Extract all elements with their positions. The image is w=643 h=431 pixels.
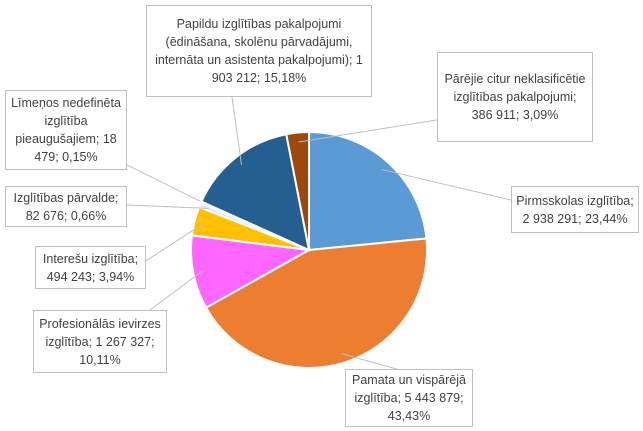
data-label-limenos: Līmeņos nedefinēta izglītība pieaugušaji… <box>5 90 127 170</box>
pie-slice-profesionalas <box>190 234 313 310</box>
leader-line-profesionalas <box>149 270 203 311</box>
leader-line-pirmsskolas <box>381 169 512 201</box>
data-label-pamata: Pamata un vispārējā izglītība; 5 443 879… <box>345 369 473 427</box>
pie-slice-pirmsskolas <box>308 130 428 252</box>
data-label-pirmsskolas: Pirmsskolas izglītība; 2 938 291; 23,44% <box>511 186 639 233</box>
data-label-parejie: Pārējie citur neklasificētie izglītības … <box>437 52 593 142</box>
leader-line-pamata <box>341 353 401 371</box>
leader-line-limenos <box>126 164 211 207</box>
pie-slice-papildu <box>200 133 311 252</box>
pie-slice-parejie <box>285 130 310 251</box>
data-label-interesu: Interešu izglītība; 494 243; 3,94% <box>35 246 146 289</box>
pie-slice-pamata <box>204 237 428 369</box>
leader-line-parejie <box>298 119 438 143</box>
leader-line-parvalde <box>126 204 209 209</box>
leader-line-interesu <box>134 222 205 269</box>
data-label-profesionalas: Profesionālās ievirzes izglītība; 1 267 … <box>33 310 167 373</box>
data-label-papildu: Papildu izglītības pakalpojumi (ēdināšan… <box>146 5 372 97</box>
leader-line-papildu <box>231 96 243 166</box>
data-label-parvalde: Izglītības pārvalde; 82 676; 0,66% <box>5 186 127 227</box>
